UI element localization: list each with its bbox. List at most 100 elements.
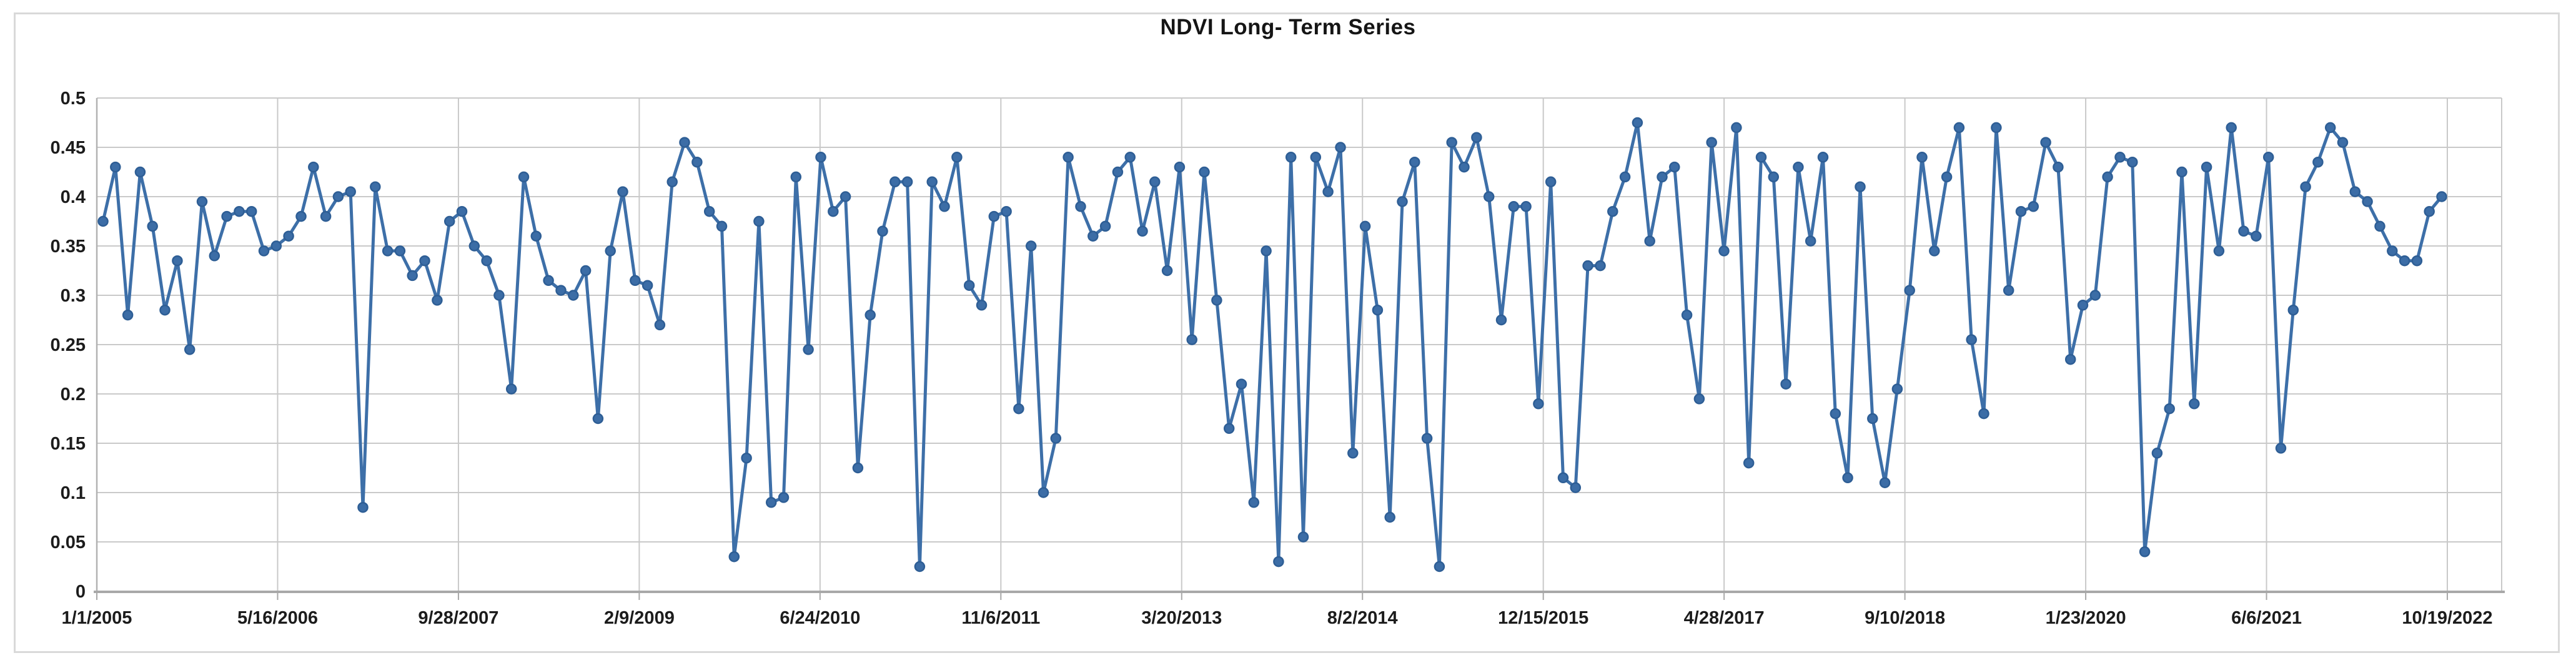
data-point-marker xyxy=(2164,403,2175,415)
data-point-marker xyxy=(877,225,888,237)
data-point-marker xyxy=(1817,152,1829,163)
data-point-marker xyxy=(2151,448,2163,459)
y-tick-label: 0 xyxy=(76,582,86,602)
x-tick-label: 12/15/2015 xyxy=(1498,608,1588,628)
data-point-marker xyxy=(1099,220,1111,232)
data-point-marker xyxy=(518,171,530,183)
data-point-marker xyxy=(134,166,146,178)
y-tick-label: 0.3 xyxy=(61,286,86,306)
data-point-marker xyxy=(2324,122,2336,134)
data-point-marker xyxy=(592,413,604,425)
y-tick-label: 0.45 xyxy=(51,138,86,158)
x-tick-label: 11/6/2011 xyxy=(961,608,1040,628)
y-tick-label: 0.2 xyxy=(61,385,86,405)
data-point-marker xyxy=(1261,245,1272,257)
data-point-marker xyxy=(2411,255,2423,267)
data-point-marker xyxy=(951,152,963,163)
data-point-marker xyxy=(1161,265,1173,277)
data-point-marker xyxy=(543,275,554,287)
data-point-marker xyxy=(988,210,1000,222)
data-point-marker xyxy=(803,344,814,355)
data-point-marker xyxy=(2436,191,2447,202)
data-point-marker xyxy=(2189,398,2200,410)
data-point-marker xyxy=(1991,122,2002,134)
data-point-marker xyxy=(1718,245,1730,257)
data-point-marker xyxy=(840,191,851,202)
data-point-marker xyxy=(147,220,158,232)
y-tick-label: 0.5 xyxy=(61,89,86,109)
data-point-marker xyxy=(1359,220,1371,232)
data-point-marker xyxy=(1916,152,1928,163)
data-point-marker xyxy=(1248,497,1260,508)
data-point-marker xyxy=(270,240,282,252)
data-point-marker xyxy=(2053,161,2064,173)
data-point-marker xyxy=(716,220,728,232)
data-point-marker xyxy=(1384,511,1395,523)
data-point-marker xyxy=(901,176,913,188)
data-point-marker xyxy=(1063,152,1074,163)
data-point-marker xyxy=(2300,181,2311,192)
data-point-marker xyxy=(1904,285,1915,296)
data-point-marker xyxy=(1409,156,1420,168)
data-point-marker xyxy=(741,452,752,464)
data-point-marker xyxy=(357,501,369,513)
data-point-marker xyxy=(332,191,344,202)
data-point-marker xyxy=(1693,393,1705,405)
data-point-marker xyxy=(1570,482,1582,493)
data-point-marker xyxy=(2201,161,2212,173)
data-point-marker xyxy=(1310,152,1322,163)
x-tick-label: 3/20/2013 xyxy=(1141,608,1222,628)
data-point-marker xyxy=(159,304,171,316)
data-point-marker xyxy=(1483,191,1495,202)
data-point-marker xyxy=(1830,408,1841,420)
y-tick-label: 0.25 xyxy=(51,335,86,355)
data-point-marker xyxy=(184,344,196,355)
data-point-marker xyxy=(1941,171,1953,183)
data-point-marker xyxy=(1842,472,1853,484)
data-point-marker xyxy=(2102,171,2113,183)
data-point-marker xyxy=(2003,285,2014,296)
y-tick-label: 0.15 xyxy=(51,434,86,454)
data-point-marker xyxy=(1223,423,1235,435)
data-point-marker xyxy=(2275,443,2287,454)
data-point-marker xyxy=(283,230,294,242)
data-point-marker xyxy=(1297,531,1309,543)
data-point-marker xyxy=(1755,152,1767,163)
data-point-marker xyxy=(1953,122,1965,134)
data-point-marker xyxy=(530,230,542,242)
data-point-marker xyxy=(666,176,678,188)
data-point-marker xyxy=(1459,161,1470,173)
data-point-marker xyxy=(258,245,270,257)
data-point-marker xyxy=(2089,290,2101,301)
data-point-marker xyxy=(1533,398,1544,410)
x-tick-label: 10/19/2022 xyxy=(2402,608,2492,628)
data-point-marker xyxy=(456,205,468,217)
data-point-marker xyxy=(1124,152,1136,163)
data-point-marker xyxy=(481,255,492,267)
data-point-marker xyxy=(1434,561,1445,572)
data-point-marker xyxy=(394,245,406,257)
data-point-marker xyxy=(2337,137,2349,148)
data-point-marker xyxy=(1768,171,1780,183)
data-point-marker xyxy=(1520,201,1532,212)
data-point-marker xyxy=(468,240,480,252)
data-point-marker xyxy=(654,319,666,331)
data-point-marker xyxy=(976,300,988,311)
data-point-marker xyxy=(1657,171,1668,183)
data-point-marker xyxy=(790,171,802,183)
data-point-marker xyxy=(2114,152,2126,163)
x-tick-label: 9/28/2007 xyxy=(418,608,498,628)
data-point-marker xyxy=(2251,230,2262,242)
x-tick-label: 6/6/2021 xyxy=(2231,608,2302,628)
x-tick-label: 6/24/2010 xyxy=(780,608,860,628)
x-tick-label: 5/16/2006 xyxy=(237,608,318,628)
data-point-marker xyxy=(1199,166,1210,178)
data-point-marker xyxy=(2387,245,2398,257)
data-point-marker xyxy=(1780,378,1791,390)
data-point-marker xyxy=(1805,235,1816,247)
data-point-marker xyxy=(630,275,641,287)
data-point-marker xyxy=(1557,472,1569,484)
data-point-marker xyxy=(1112,166,1124,178)
data-point-marker xyxy=(1595,260,1606,272)
